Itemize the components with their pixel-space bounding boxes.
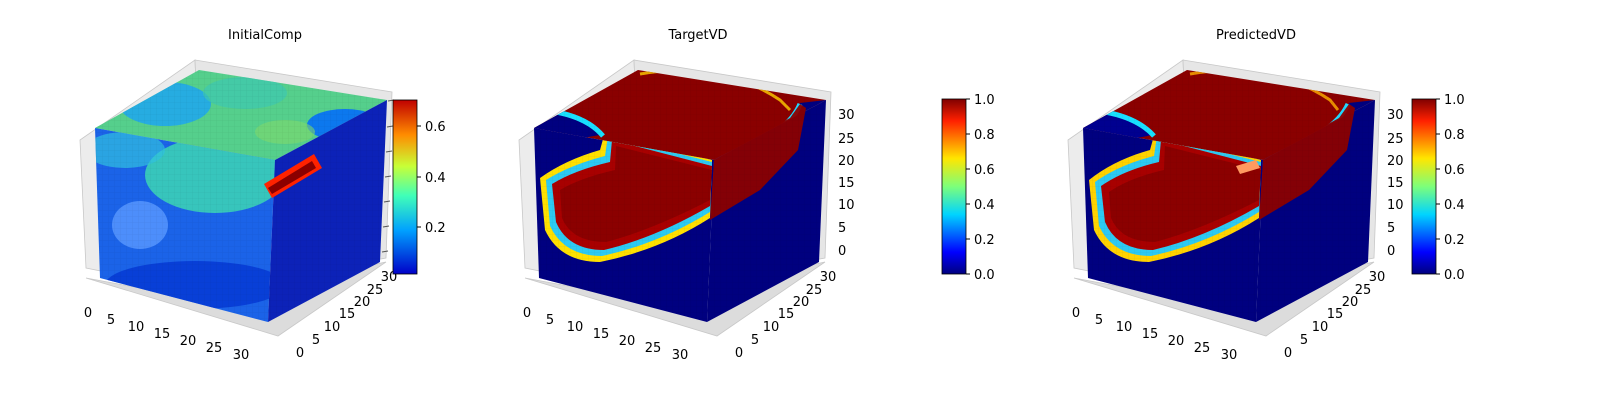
colorbar-tick-label: 0.2 xyxy=(974,233,995,248)
x-tick-label: 25 xyxy=(206,341,223,356)
colorbar-tick-label: 0.4 xyxy=(974,198,995,213)
z-tick-label: 30 xyxy=(838,108,855,123)
x-tick-label: 15 xyxy=(593,327,610,342)
subplot-title: InitialComp xyxy=(228,28,302,43)
z-tick-label: 10 xyxy=(1387,198,1404,213)
colorbar-tick-label: 1.0 xyxy=(974,93,995,108)
z-tick-label: 25 xyxy=(838,132,855,147)
y-tick-label: 0 xyxy=(1284,346,1292,361)
subplot-title: TargetVD xyxy=(667,28,727,43)
y-tick-label: 10 xyxy=(1312,320,1329,335)
x-tick-label: 10 xyxy=(1116,320,1133,335)
colorbar: 0.0 0.2 0.4 0.6 0.8 1.0 xyxy=(1411,93,1465,283)
colorbar-tick-label: 0.8 xyxy=(974,128,995,143)
x-tick-label: 0 xyxy=(1072,306,1080,321)
y-tick-label: 0 xyxy=(735,346,743,361)
colorbar-tick-label: 0.4 xyxy=(425,171,446,186)
z-tick-label: 15 xyxy=(838,176,855,191)
subplot-predictedvd: PredictedVD 0 5 10 15 xyxy=(1067,28,1465,363)
z-axis-ticks: 0 5 10 15 20 25 30 xyxy=(838,108,855,259)
y-tick-label: 15 xyxy=(339,307,356,322)
colorbar-tick-label: 0.8 xyxy=(1444,128,1465,143)
z-tick-label: 5 xyxy=(838,221,846,236)
colorbar-tick-label: 0.0 xyxy=(974,268,995,283)
x-tick-label: 15 xyxy=(154,327,171,342)
y-tick-label: 30 xyxy=(1369,270,1386,285)
y-axis-ticks: 0 5 10 15 20 25 30 xyxy=(735,270,836,361)
subplot-initialcomp: InitialComp 0 5 10 xyxy=(79,28,446,363)
colorbar-tick-label: 0.6 xyxy=(1444,163,1465,178)
bright-spot xyxy=(1236,160,1260,174)
z-tick-label: 10 xyxy=(838,198,855,213)
x-tick-label: 5 xyxy=(1095,313,1103,328)
colorbar-tick-label: 0.0 xyxy=(1444,268,1465,283)
x-axis-ticks: 0 5 10 15 20 25 30 xyxy=(1072,306,1237,363)
z-axis-ticks: 0 5 10 15 20 25 30 xyxy=(1387,108,1404,259)
z-tick-label: 15 xyxy=(1387,176,1404,191)
colorbar-gradient xyxy=(392,99,418,275)
x-axis-ticks: 0 5 10 15 20 25 30 xyxy=(84,306,249,363)
z-tick-label: 5 xyxy=(1387,221,1395,236)
x-tick-label: 30 xyxy=(233,348,250,363)
y-tick-label: 20 xyxy=(793,295,810,310)
y-axis-ticks: 0 5 10 15 20 25 30 xyxy=(296,270,397,361)
colorbar: 0.2 0.4 0.6 xyxy=(392,99,446,275)
z-tick-label: 20 xyxy=(1387,154,1404,169)
y-axis-ticks: 0 5 10 15 20 25 30 xyxy=(1284,270,1385,361)
colorbar-tick-label: 1.0 xyxy=(1444,93,1465,108)
x-tick-label: 10 xyxy=(567,320,584,335)
y-tick-label: 30 xyxy=(820,270,837,285)
front-face-detail xyxy=(534,128,714,322)
colorbar-tick-label: 0.6 xyxy=(425,120,446,135)
y-tick-label: 0 xyxy=(296,346,304,361)
y-tick-label: 15 xyxy=(1327,307,1344,322)
z-tick-label: 30 xyxy=(1387,108,1404,123)
y-tick-label: 5 xyxy=(751,333,759,348)
colorbar-tick-label: 0.4 xyxy=(1444,198,1465,213)
colorbar-gradient xyxy=(1411,98,1437,275)
x-tick-label: 5 xyxy=(546,313,554,328)
x-axis-ticks: 0 5 10 15 20 25 30 xyxy=(523,306,688,363)
x-tick-label: 20 xyxy=(180,334,197,349)
x-tick-label: 25 xyxy=(645,341,662,356)
y-tick-label: 10 xyxy=(324,320,341,335)
colorbar-tick-label: 0.2 xyxy=(425,221,446,236)
x-tick-label: 0 xyxy=(84,306,92,321)
x-tick-label: 30 xyxy=(672,348,689,363)
x-tick-label: 20 xyxy=(1168,334,1185,349)
colorbar-tick-label: 0.2 xyxy=(1444,233,1465,248)
colorbar: 0.0 0.2 0.4 0.6 0.8 1.0 xyxy=(941,93,995,283)
x-tick-label: 15 xyxy=(1142,327,1159,342)
x-tick-label: 25 xyxy=(1194,341,1211,356)
x-tick-label: 30 xyxy=(1221,348,1238,363)
y-tick-label: 20 xyxy=(354,295,371,310)
x-tick-label: 20 xyxy=(619,334,636,349)
high-value-rod-core xyxy=(268,161,316,194)
y-tick-label: 10 xyxy=(763,320,780,335)
x-tick-label: 0 xyxy=(523,306,531,321)
y-tick-label: 25 xyxy=(1355,283,1372,298)
y-tick-label: 25 xyxy=(806,283,823,298)
colorbar-tick-label: 0.6 xyxy=(974,163,995,178)
cube-right-face-shade xyxy=(268,100,387,322)
subplot-title: PredictedVD xyxy=(1216,28,1296,43)
z-tick-label: 0 xyxy=(1387,244,1395,259)
colorbar-gradient xyxy=(941,98,967,275)
cube-right-face-shade xyxy=(1256,100,1375,322)
y-tick-label: 25 xyxy=(367,283,384,298)
y-tick-label: 15 xyxy=(778,307,795,322)
z-tick-label: 20 xyxy=(838,154,855,169)
z-tick-label: 0 xyxy=(838,244,846,259)
z-tick-label: 25 xyxy=(1387,132,1404,147)
y-tick-label: 5 xyxy=(1300,333,1308,348)
x-tick-label: 10 xyxy=(128,320,145,335)
y-tick-label: 20 xyxy=(1342,295,1359,310)
cube-right-face-shade xyxy=(707,100,826,322)
subplot-targetvd: TargetVD 0 5 10 15 20 xyxy=(518,28,995,363)
x-tick-label: 5 xyxy=(107,313,115,328)
y-tick-label: 5 xyxy=(312,333,320,348)
